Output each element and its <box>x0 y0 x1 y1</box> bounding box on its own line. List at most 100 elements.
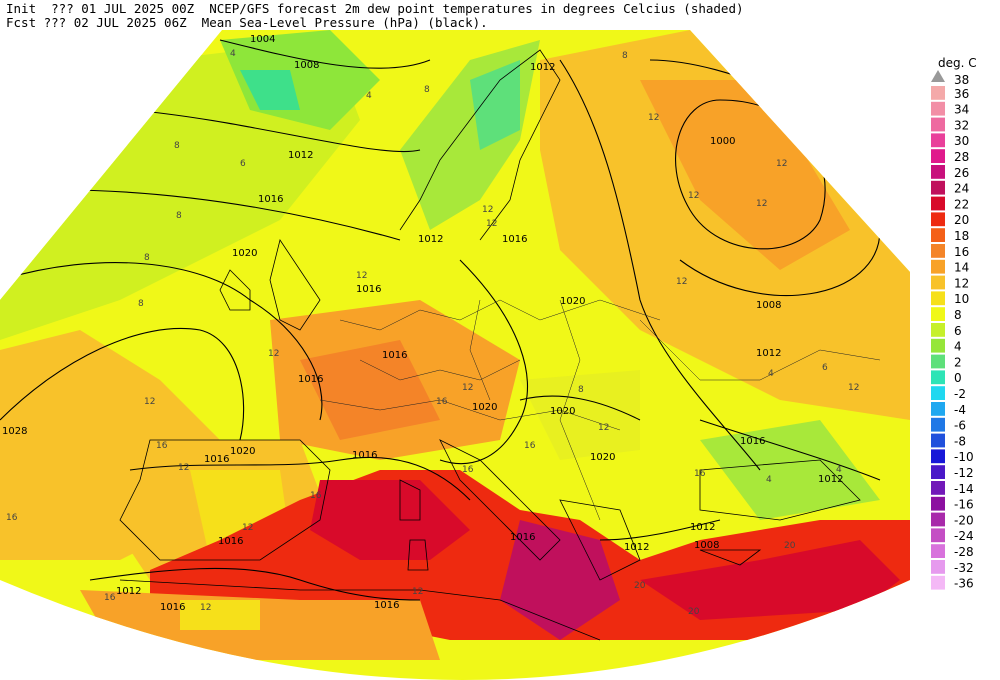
isobar-labels: 1004 1008 1012 1016 1020 1028 1000 1012 … <box>2 34 843 613</box>
legend-swatch <box>931 481 945 495</box>
dewpoint-label: 16 <box>310 491 322 501</box>
isobar-label: 1008 <box>294 60 319 71</box>
shaded-field <box>0 30 910 680</box>
dewpoint-label: 8 <box>176 211 182 221</box>
isobar-label: 1016 <box>374 600 399 611</box>
dewpoint-label: 12 <box>412 587 423 597</box>
dewpoint-label: 12 <box>676 277 687 287</box>
isobar-label: 1020 <box>230 446 255 457</box>
isobar-label: 1016 <box>258 194 283 205</box>
dewpoint-label: 8 <box>174 141 180 151</box>
legend-label: -12 <box>954 466 974 480</box>
legend-label: 34 <box>954 103 969 117</box>
legend-label: -2 <box>954 387 966 401</box>
legend-label: -4 <box>954 403 966 417</box>
dewpoint-label: 12 <box>648 113 659 123</box>
isobar-label: 1016 <box>502 234 527 245</box>
legend-label: 2 <box>954 355 962 369</box>
dewpoint-label: 12 <box>242 523 253 533</box>
isobar-label: 1012 <box>624 542 649 553</box>
legend-swatch <box>931 291 945 306</box>
dewpoint-label: 8 <box>144 253 150 263</box>
isobar-label: 1008 <box>756 300 781 311</box>
isobar-label: 1016 <box>352 450 377 461</box>
legend-label: 28 <box>954 150 969 164</box>
isobar-label: 1028 <box>2 426 27 437</box>
legend-label: 12 <box>954 276 969 290</box>
legend-swatch <box>931 101 945 116</box>
dewpoint-label: 20 <box>784 541 796 551</box>
legend-label: -8 <box>954 434 966 448</box>
forecast-valid-line: Fcst ??? 02 JUL 2025 06Z Mean Sea-Level … <box>6 15 488 30</box>
dewpoint-map: 1004 1008 1012 1016 1020 1028 1000 1012 … <box>0 30 910 680</box>
legend-swatch <box>931 354 945 369</box>
dewpoint-label: 8 <box>578 385 584 395</box>
legend-label: -24 <box>954 529 974 543</box>
legend-swatch <box>931 433 945 448</box>
legend-top-label: 38 <box>954 73 969 87</box>
dewpoint-label: 4 <box>366 91 372 101</box>
dewpoint-label: 16 <box>104 593 116 603</box>
legend-label: -14 <box>954 482 974 496</box>
dewpoint-label: 12 <box>598 423 609 433</box>
legend-swatch <box>931 449 945 464</box>
isobar-label: 1020 <box>472 402 497 413</box>
isobar-label: 1016 <box>382 350 407 361</box>
dewpoint-label: 20 <box>634 581 646 591</box>
legend-swatch <box>931 149 945 163</box>
dewpoint-label: 12 <box>356 271 367 281</box>
dewpoint-label: 12 <box>482 205 493 215</box>
legend-label: -28 <box>954 545 974 559</box>
coastlines <box>119 49 861 641</box>
isobar-label: 1004 <box>250 34 275 45</box>
legend-label: -16 <box>954 498 974 512</box>
dewpoint-label: 16 <box>6 513 18 523</box>
isobar-label: 1016 <box>356 284 381 295</box>
legend-swatch <box>931 228 945 242</box>
legend-swatch <box>931 417 945 432</box>
legend-swatch <box>931 465 945 479</box>
dewpoint-label: 4 <box>230 49 236 59</box>
dewpoint-label: 8 <box>424 85 430 95</box>
forecast-init-line: Init ??? 01 JUL 2025 00Z NCEP/GFS foreca… <box>6 1 744 16</box>
legend-top-triangle <box>931 70 945 82</box>
legend-swatch <box>931 528 945 543</box>
isobar-label: 1016 <box>160 602 185 613</box>
dewpoint-label: 12 <box>200 603 211 613</box>
legend-label: 10 <box>954 292 969 306</box>
dewpoint-label: 12 <box>462 383 473 393</box>
dewpoint-label: 12 <box>688 191 699 201</box>
legend-label: 18 <box>954 229 969 243</box>
legend-label: -32 <box>954 561 974 575</box>
dewpoint-label: 4 <box>836 465 842 475</box>
dewpoint-label: 4 <box>768 369 774 379</box>
dewpoint-label: 12 <box>268 349 279 359</box>
legend-swatch <box>931 512 945 527</box>
isobar-label: 1016 <box>510 532 535 543</box>
isobar-label: 1012 <box>116 586 141 597</box>
legend-label: 0 <box>954 371 962 385</box>
legend-swatch <box>931 259 945 274</box>
legend-swatch <box>931 560 945 574</box>
legend-label: 20 <box>954 213 969 227</box>
dewpoint-labels: 4 8 4 8 8 6 12 8 12 12 12 12 12 12 12 12… <box>6 49 859 617</box>
legend-swatch <box>931 496 945 511</box>
isobar-label: 1012 <box>530 62 555 73</box>
dewpoint-label: 12 <box>486 219 497 229</box>
legend-swatch <box>931 117 945 132</box>
legend-label: 32 <box>954 118 969 132</box>
color-legend: deg. C 38 36 34 32 30 28 26 24 22 20 18 16 14 12 10 8 6 4… <box>928 56 998 616</box>
legend-scale: 38363432302826242220181614121086420-2-4-… <box>931 70 974 591</box>
legend-label: 6 <box>954 324 962 338</box>
legend-label: -20 <box>954 513 974 527</box>
dewpoint-label: 12 <box>776 159 787 169</box>
legend-swatch <box>931 133 945 148</box>
dewpoint-label: 4 <box>766 475 772 485</box>
legend-title: deg. C <box>938 56 977 70</box>
isobar-label: 1020 <box>590 452 615 463</box>
legend-label: 24 <box>954 182 969 196</box>
dewpoint-label: 20 <box>688 607 700 617</box>
legend-swatch <box>931 370 945 385</box>
isobar-label: 1012 <box>818 474 843 485</box>
dewpoint-label: 8 <box>622 51 628 61</box>
